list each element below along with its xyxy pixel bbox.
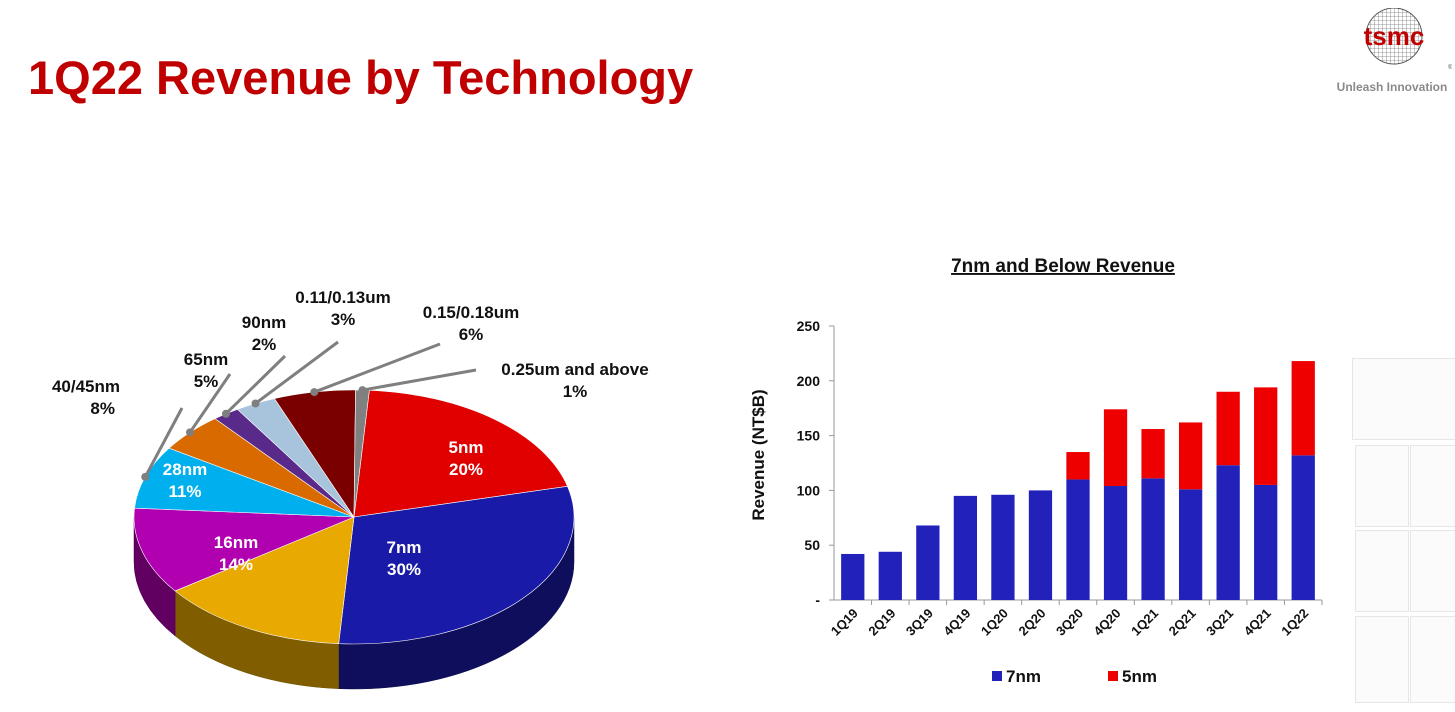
leader-line [254,340,339,405]
pie-value-label: 11% [168,482,201,501]
7nm-below-revenue-chart: 7nm and Below Revenue Revenue (NT$B) - 50… [749,256,1323,686]
pie-slice-7nm [338,485,575,645]
pie-label: 0.11/0.13um [295,288,390,307]
background-decoration [1355,445,1409,527]
bar-5nm-4Q20 [1103,409,1128,487]
leader-dot [185,428,194,437]
x-tick-label: 1Q21 [1128,606,1161,639]
chart-title: 7nm and Below Revenue [951,256,1175,277]
pie-label: 65nm [184,350,228,369]
pie-slice-5nm [353,389,568,518]
bar-5nm-1Q21 [1141,429,1165,479]
bar-5nm-4Q21 [1254,387,1278,485]
background-decoration [1355,616,1409,703]
bar-7nm-1Q21 [1141,478,1165,600]
x-tick-label: 4Q19 [940,606,973,639]
bar-7nm-4Q20 [1103,486,1128,600]
leader-dot [310,388,319,397]
bar-7nm-3Q20 [1066,479,1090,600]
legend-swatch-7nm [992,671,1002,681]
pie-label: 5nm [449,438,484,457]
y-tick-label: 200 [797,373,821,389]
bar-5nm-1Q22 [1291,361,1315,456]
x-tick-label: 1Q19 [828,606,861,639]
bar-7nm-4Q21 [1254,484,1278,600]
y-axis-label: Revenue (NT$B) [749,389,768,520]
leader-line [362,368,477,392]
pie-label: 16nm [214,533,258,552]
bar-7nm-2Q20 [1028,490,1053,600]
legend-label: 7nm [1006,667,1041,686]
x-tick-label: 2Q20 [1015,606,1048,639]
logo-text: tsmc [1364,21,1425,51]
pie-label: 40/45nm [52,377,120,396]
logo-tagline: Unleash Innovation [1336,80,1448,94]
bar-7nm-1Q20 [991,494,1015,600]
leader-dot [141,472,150,481]
bar-7nm-3Q19 [916,525,940,600]
bar-7nm-1Q22 [1291,455,1315,600]
y-tick-label: 50 [804,537,820,553]
x-tick-label: 4Q21 [1241,606,1274,639]
background-decoration [1410,616,1455,703]
pie-value-label: 6% [459,325,484,344]
pie-label: 90nm [242,313,286,332]
background-decoration [1410,445,1455,527]
bar-5nm-3Q21 [1216,391,1240,466]
pie-value-label: 1% [563,382,588,401]
x-tick-label: 3Q21 [1203,606,1236,639]
leader-line [224,354,287,415]
bar-7nm-2Q21 [1178,489,1203,600]
leader-line [143,407,184,478]
legend-label: 5nm [1122,667,1157,686]
pie-label: 7nm [387,538,422,557]
background-decoration [1352,358,1455,440]
pie-value-label: 20% [449,460,483,479]
pie-slice-16nm [174,516,355,645]
x-tick-label: 3Q20 [1053,606,1086,639]
pie-value-label: 2% [252,335,277,354]
leader-line [313,342,441,394]
pie-label: 0.25um and above [501,360,648,379]
y-tick-label: 150 [797,428,821,444]
x-tick-label: 1Q20 [978,606,1011,639]
leader-dot [251,399,260,408]
background-decoration [1355,530,1409,612]
tsmc-logo: tsmc ® [1364,8,1452,71]
technology-pie-chart: 5nm 20% 7nm 30% 16nm 14% 28nm 11% 40/45nm 8% 65nm 5… [52,288,649,690]
page-title: 1Q22 Revenue by Technology [28,51,694,104]
leader-dot [221,409,230,418]
legend-swatch-5nm [1108,671,1118,681]
background-decoration [1410,530,1455,612]
bar-5nm-2Q21 [1178,422,1203,490]
y-tick-label: 100 [797,482,821,498]
pie-value-label: 30% [387,560,421,579]
pie-label: 0.15/0.18um [423,303,519,322]
y-tick-label: - [815,592,820,608]
x-tick-label: 1Q22 [1278,606,1311,639]
pie-value-label: 3% [331,310,356,329]
bar-7nm-2Q19 [878,551,902,600]
bar-7nm-4Q19 [953,495,978,600]
bar-5nm-3Q20 [1066,452,1090,480]
pie-value-label: 5% [194,372,219,391]
bar-7nm-3Q21 [1216,465,1240,600]
x-tick-label: 2Q19 [865,606,898,639]
x-tick-label: 2Q21 [1166,606,1199,639]
pie-value-label: 8% [90,399,115,418]
x-tick-label: 3Q19 [903,606,936,639]
x-tick-label: 4Q20 [1091,606,1124,639]
pie-value-label: 14% [219,555,253,574]
pie-label: 28nm [163,460,207,479]
leader-dot [358,386,367,395]
y-tick-label: 250 [797,318,821,334]
bar-7nm-1Q19 [841,553,865,600]
leader-line [188,373,232,434]
svg-text:®: ® [1448,64,1452,71]
pie-slice-28nm [133,507,355,592]
